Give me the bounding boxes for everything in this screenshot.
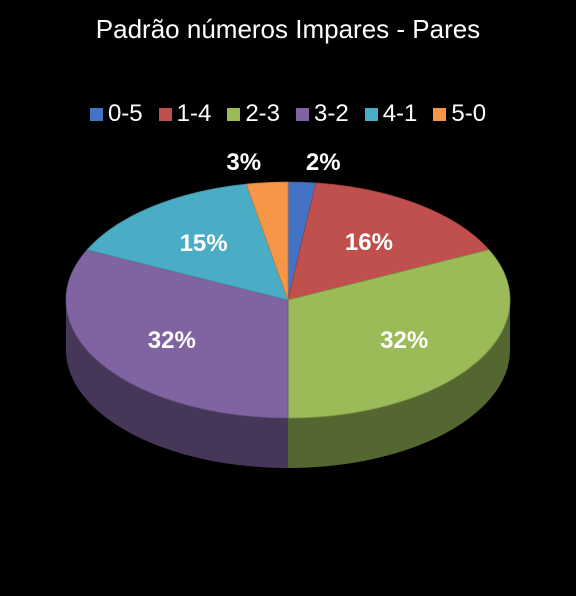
pie-sides xyxy=(66,300,510,468)
legend-label-4: 4-1 xyxy=(382,100,418,127)
legend-item-4: 4-1 xyxy=(364,100,418,128)
legend-label-0: 0-5 xyxy=(107,100,143,127)
legend-item-0: 0-5 xyxy=(89,100,143,128)
pie-slice-label-4: 15% xyxy=(180,230,228,257)
pie-slice-label-0: 2% xyxy=(306,149,341,176)
pie-labels: 2% 16% 32% 32% 15% 3% xyxy=(148,149,428,354)
legend-item-5: 5-0 xyxy=(433,100,486,128)
legend: 0-5 1-4 2-3 3-2 4-1 5-0 xyxy=(0,100,576,128)
pie-slice-side-3 xyxy=(66,300,288,468)
legend-label-2: 2-3 xyxy=(245,100,280,127)
pie-slice-1 xyxy=(287,182,490,301)
pie-slice-5 xyxy=(245,181,289,301)
legend-swatch-4 xyxy=(364,107,378,121)
legend-swatch-3 xyxy=(296,107,309,121)
pie-slice-3 xyxy=(65,249,289,419)
legend-item-2: 2-3 xyxy=(227,100,280,128)
legend-item-3: 3-2 xyxy=(296,100,349,128)
legend-swatch-5 xyxy=(433,107,447,121)
chart-title: Padrão números Impares - Pares xyxy=(95,14,481,44)
pie-slice-label-1: 16% xyxy=(345,229,393,256)
pie-slice-label-2: 32% xyxy=(380,327,428,354)
legend-label-3: 3-2 xyxy=(314,100,349,127)
legend-label-1: 1-4 xyxy=(176,100,212,127)
pie-slice-4 xyxy=(86,183,289,301)
pie-slice-label-3: 32% xyxy=(148,327,196,354)
pie-slice-side-2 xyxy=(288,300,510,468)
legend-swatch-1 xyxy=(158,107,172,121)
legend-label-5: 5-0 xyxy=(451,100,487,127)
legend-item-1: 1-4 xyxy=(158,100,212,128)
pie-slice-label-5: 3% xyxy=(226,149,261,176)
legend-swatch-2 xyxy=(227,107,241,121)
pie-slice-2 xyxy=(287,249,511,419)
legend-swatch-0 xyxy=(89,107,103,121)
pie-tops xyxy=(65,181,511,419)
